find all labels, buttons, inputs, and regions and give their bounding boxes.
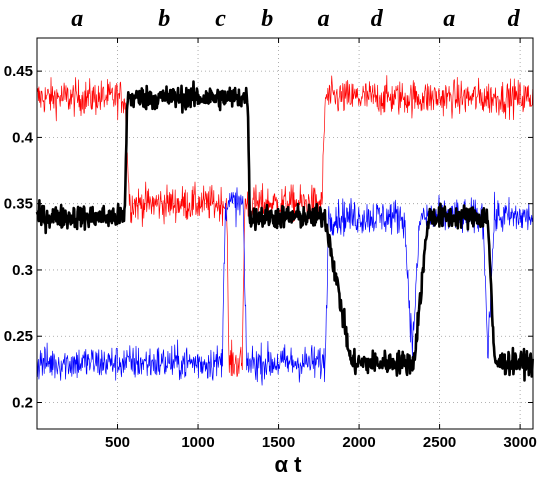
regime-label: a (71, 6, 83, 32)
x-axis-label: α t (275, 452, 303, 477)
x-tick-label: 2000 (342, 434, 375, 451)
x-tick-label: 3000 (503, 434, 536, 451)
regime-label: b (261, 6, 273, 32)
y-tick-label: 0.45 (4, 63, 33, 80)
x-tick-label: 500 (105, 434, 130, 451)
axis-tick-labels: 500 1000 1500 2000 2500 3000 0.2 0.25 0.3 0.35 0.4… (4, 63, 537, 451)
regime-label: d (508, 6, 521, 32)
series-line-3 (35, 80, 534, 382)
series-line-1 (36, 75, 534, 377)
y-tick-label: 0.4 (12, 129, 34, 146)
grid-lines (37, 38, 533, 429)
x-tick-label: 1500 (262, 434, 295, 451)
regime-label: c (215, 6, 226, 32)
y-tick-label: 0.2 (12, 394, 33, 411)
regime-label: a (443, 6, 455, 32)
axis-ticks (37, 38, 533, 429)
y-tick-label: 0.35 (4, 196, 33, 213)
y-tick-label: 0.3 (12, 262, 33, 279)
regime-label: a (318, 6, 330, 32)
y-tick-label: 0.25 (4, 328, 33, 345)
regime-label: b (158, 6, 170, 32)
x-tick-label: 1000 (181, 434, 214, 451)
x-tick-label: 2500 (423, 434, 456, 451)
series-group (35, 75, 534, 386)
regime-label: d (371, 6, 384, 32)
plot-frame (36, 37, 534, 430)
